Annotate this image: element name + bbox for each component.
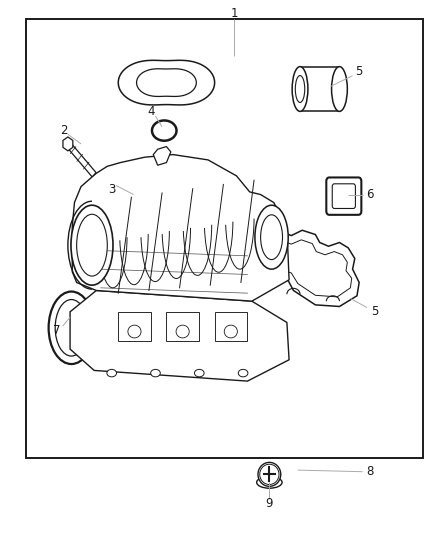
FancyBboxPatch shape: [332, 184, 355, 208]
Text: 5: 5: [356, 66, 363, 78]
Ellipse shape: [295, 76, 305, 102]
Bar: [215, 312, 247, 341]
Polygon shape: [66, 142, 96, 177]
Ellipse shape: [55, 300, 88, 356]
Text: 1: 1: [230, 7, 238, 20]
Text: 9: 9: [265, 497, 273, 510]
Ellipse shape: [292, 67, 308, 111]
Ellipse shape: [224, 325, 237, 338]
Polygon shape: [153, 147, 171, 165]
Polygon shape: [118, 60, 215, 105]
Text: 5: 5: [371, 305, 378, 318]
Ellipse shape: [49, 292, 94, 364]
Polygon shape: [72, 155, 289, 301]
Ellipse shape: [176, 325, 189, 338]
Ellipse shape: [258, 462, 281, 486]
Polygon shape: [63, 137, 73, 151]
Bar: [166, 312, 199, 341]
Ellipse shape: [151, 369, 160, 377]
Ellipse shape: [128, 325, 141, 338]
Ellipse shape: [255, 205, 288, 269]
Polygon shape: [263, 230, 359, 306]
Text: 3: 3: [108, 183, 115, 196]
Ellipse shape: [71, 205, 113, 285]
Ellipse shape: [77, 214, 107, 276]
Text: 8: 8: [367, 465, 374, 478]
Bar: [300, 67, 339, 111]
Ellipse shape: [238, 369, 248, 377]
Polygon shape: [269, 240, 352, 297]
Text: 2: 2: [60, 124, 67, 137]
Polygon shape: [70, 290, 289, 381]
Bar: [118, 312, 151, 341]
Ellipse shape: [257, 477, 282, 488]
Ellipse shape: [107, 369, 117, 377]
Text: 4: 4: [147, 106, 155, 118]
Ellipse shape: [194, 369, 204, 377]
FancyBboxPatch shape: [326, 177, 361, 215]
Text: 7: 7: [53, 324, 61, 337]
Polygon shape: [137, 69, 196, 96]
Text: 6: 6: [366, 188, 374, 201]
Bar: [26, 19, 423, 458]
Ellipse shape: [152, 120, 177, 141]
Ellipse shape: [332, 67, 347, 111]
Ellipse shape: [261, 215, 283, 260]
